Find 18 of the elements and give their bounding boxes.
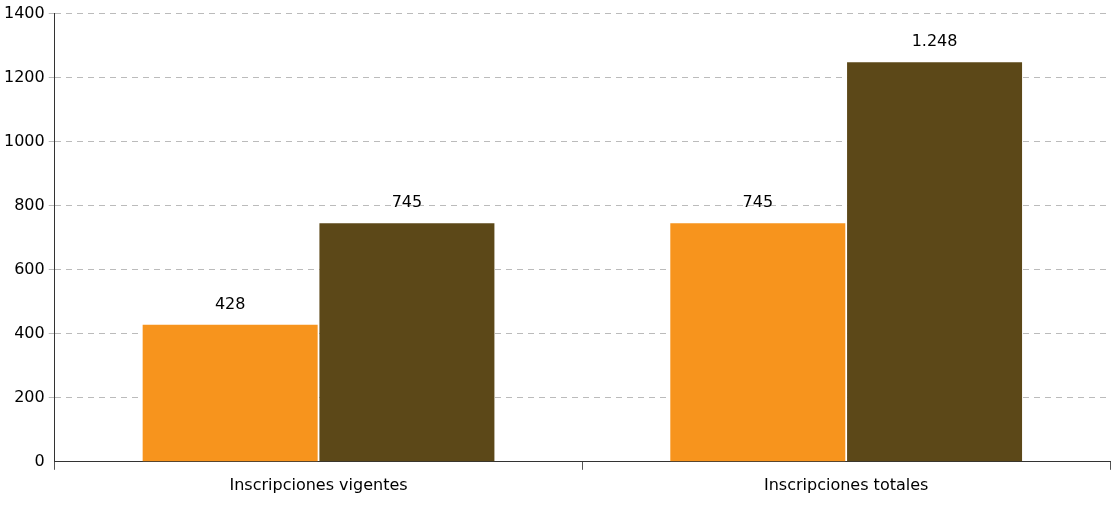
y-tick-label: 1200 bbox=[4, 66, 45, 86]
y-tick-label: 800 bbox=[14, 194, 45, 214]
bar bbox=[670, 223, 846, 462]
x-tick-label: Inscripciones vigentes bbox=[229, 474, 408, 494]
y-tick-label: 400 bbox=[14, 322, 45, 342]
y-tick-label: 1400 bbox=[4, 2, 45, 22]
data-label: 745 bbox=[391, 192, 423, 212]
y-tick-label: 600 bbox=[14, 258, 45, 278]
bar bbox=[319, 223, 495, 462]
bar bbox=[142, 324, 318, 462]
data-label: 428 bbox=[214, 293, 246, 313]
bar bbox=[847, 62, 1023, 462]
y-tick-label: 0 bbox=[34, 450, 45, 470]
y-tick-label: 1000 bbox=[4, 130, 45, 150]
data-label: 745 bbox=[742, 192, 774, 212]
y-tick-label: 200 bbox=[14, 386, 45, 406]
x-tick-label: Inscripciones totales bbox=[763, 474, 929, 494]
data-label: 1.248 bbox=[911, 31, 958, 51]
